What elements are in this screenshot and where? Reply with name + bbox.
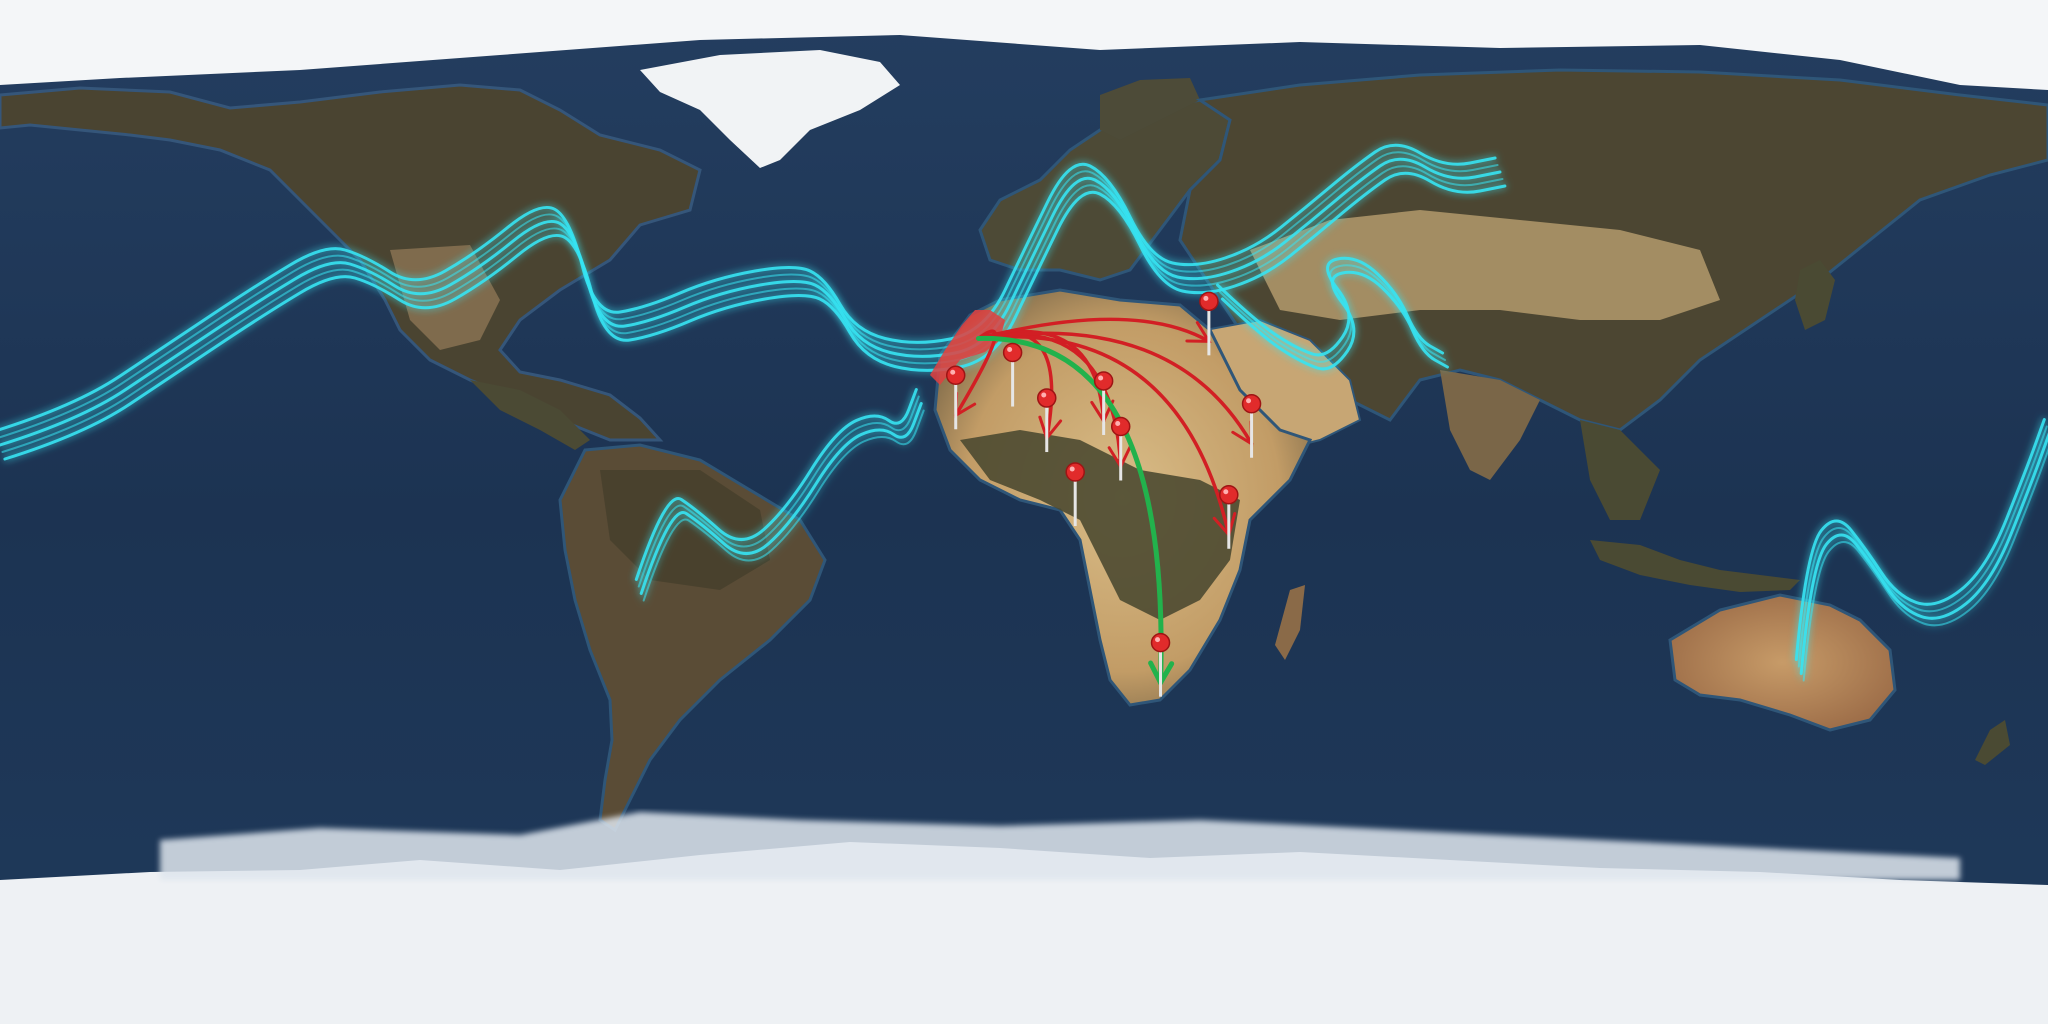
- pin-mali[interactable]: [1002, 342, 1023, 407]
- pin-head: [1002, 342, 1023, 363]
- africa-rainforest: [960, 430, 1240, 620]
- australia: [1668, 593, 1897, 732]
- jet-stream-lane: [0, 151, 1499, 439]
- pin-highlight: [1098, 375, 1104, 381]
- pin-head: [1037, 388, 1057, 408]
- routes-layer: [953, 317, 1254, 688]
- new-zealand: [1975, 720, 2010, 765]
- pin-head: [1241, 393, 1262, 414]
- madagascar: [1275, 585, 1305, 660]
- south-pacific-jet: [1794, 418, 2048, 682]
- route-to-mauritania[interactable]: [953, 329, 997, 418]
- jet-stream-lane: [1, 165, 1504, 453]
- pin-head: [1065, 462, 1085, 482]
- route-to-ethiopia[interactable]: [976, 331, 1254, 446]
- pin-lower-egypt[interactable]: [1199, 291, 1219, 356]
- tropical-atlantic-jet: [634, 388, 925, 602]
- antarctic-cloud-band: [160, 812, 1960, 880]
- pin-head: [1110, 416, 1131, 437]
- pin-head: [1199, 291, 1219, 312]
- central-asia-steppe: [1250, 210, 1720, 320]
- jet-stream-lane: [0, 143, 1497, 432]
- jet-stream-lane: [1216, 256, 1445, 357]
- pin-highlight: [1041, 392, 1047, 398]
- india: [1440, 370, 1540, 480]
- jet-stream-lane: [3, 171, 1507, 461]
- jet-stream-lane: [637, 395, 920, 588]
- pin-highlight: [1069, 466, 1075, 472]
- pin-central-african-republic[interactable]: [1110, 416, 1131, 481]
- jet-stream-lane: [0, 157, 1502, 447]
- route-to-kenya[interactable]: [976, 335, 1231, 537]
- jet-stream-lane: [639, 402, 923, 595]
- pin-head: [1093, 371, 1114, 391]
- pin-mauritania[interactable]: [945, 365, 966, 430]
- jet-streams-layer: [0, 143, 2048, 682]
- pin-kenya[interactable]: [1219, 485, 1239, 549]
- origin-region[interactable]: [930, 310, 1005, 385]
- pin-highlight: [1115, 420, 1121, 426]
- jet-stream-lane: [1797, 425, 2048, 668]
- pin-head: [1150, 632, 1171, 653]
- antarctica: [0, 842, 2048, 1024]
- indonesia: [1590, 540, 1800, 592]
- pin-niger[interactable]: [1037, 388, 1057, 453]
- route-to-lower-egypt[interactable]: [976, 317, 1211, 344]
- pin-highlight: [1155, 637, 1161, 643]
- pin-highlight: [1223, 489, 1229, 495]
- jet-stream-lane: [1794, 418, 2046, 661]
- origin-area-shape: [930, 310, 1005, 385]
- arctic-ice: [0, 0, 2048, 90]
- north-america: [0, 83, 702, 442]
- jet-stream-lane: [1799, 432, 2048, 675]
- jet-stream-lane: [642, 409, 925, 602]
- central-america: [470, 380, 590, 450]
- japan: [1795, 260, 1835, 330]
- southwest-asia-jet: [1216, 256, 1449, 371]
- pin-head: [1219, 485, 1239, 505]
- southeast-asia: [1580, 420, 1660, 520]
- pin-highlight: [950, 369, 956, 375]
- scandinavia: [1100, 78, 1200, 140]
- jet-stream-lane: [1220, 270, 1449, 371]
- pin-head: [945, 365, 966, 386]
- pin-south-africa[interactable]: [1150, 632, 1171, 697]
- jet-stream-lane: [1802, 447, 2048, 682]
- pins-layer[interactable]: [945, 291, 1262, 697]
- pin-chad[interactable]: [1093, 371, 1114, 435]
- pin-highlight: [1246, 398, 1252, 404]
- north-hemisphere-jet: [0, 143, 1507, 461]
- jet-stream-lane: [634, 388, 918, 581]
- pin-highlight: [1007, 347, 1013, 353]
- greenland: [640, 50, 900, 168]
- pin-ethiopia[interactable]: [1241, 393, 1262, 458]
- pin-south-sudan[interactable]: [1065, 462, 1085, 526]
- pin-highlight: [1203, 295, 1209, 301]
